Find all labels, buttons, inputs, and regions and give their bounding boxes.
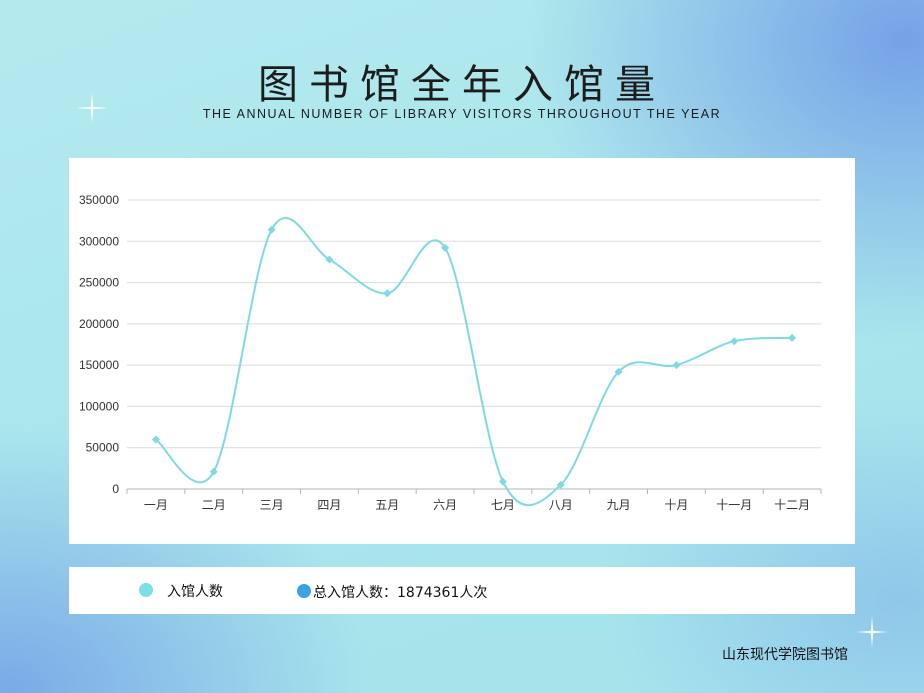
- data-point: [672, 361, 681, 370]
- data-point: [498, 477, 507, 486]
- data-point: [788, 333, 797, 342]
- chart-panel: 0 50000 100000 150000 200000 250000 300000 3500…: [69, 158, 855, 544]
- y-tick-label: 150000: [79, 358, 119, 372]
- y-tick-label: 250000: [79, 276, 119, 290]
- y-tick-label: 100000: [79, 399, 119, 413]
- series-legend-label: 入馆人数: [167, 584, 223, 600]
- legend-panel: 入馆人数 总入馆人数：1874361人次: [69, 567, 855, 614]
- x-tick-label: 九月: [607, 498, 631, 512]
- data-point: [614, 367, 623, 376]
- line-chart: 0 50000 100000 150000 200000 250000 300000 3500…: [79, 193, 822, 512]
- x-tick-label: 五月: [375, 498, 399, 512]
- page-subtitle: THE ANNUAL NUMBER OF LIBRARY VISITORS TH…: [202, 107, 722, 121]
- x-tick-label: 七月: [491, 498, 515, 512]
- data-point: [730, 337, 739, 346]
- data-point: [383, 289, 392, 298]
- x-tick-label: 三月: [260, 498, 284, 512]
- data-point: [441, 243, 450, 252]
- sparkle-icon: [856, 616, 888, 648]
- y-tick-label: 300000: [79, 234, 119, 248]
- y-tick-label: 0: [112, 482, 119, 496]
- total-visitors-label: 总入馆人数：1874361人次: [313, 585, 488, 601]
- sparkle-icon: [76, 92, 108, 124]
- x-tick-label: 十月: [664, 498, 688, 512]
- x-tick-label: 十二月: [774, 498, 810, 512]
- x-tick-label: 二月: [202, 498, 226, 512]
- x-tick-label: 十一月: [716, 498, 752, 512]
- x-tick-label: 一月: [144, 498, 168, 512]
- x-tick-label: 六月: [433, 498, 457, 512]
- x-tick-label: 四月: [317, 498, 341, 512]
- total-legend-swatch: [297, 584, 311, 598]
- data-point: [209, 467, 218, 476]
- series-legend-swatch: [139, 583, 153, 597]
- series-line: [155, 217, 793, 507]
- y-tick-label: 200000: [79, 317, 119, 331]
- y-tick-label: 350000: [79, 193, 119, 207]
- organization-name: 山东现代学院图书馆: [722, 647, 848, 663]
- page-title: 图书馆全年入馆量: [258, 62, 666, 108]
- data-point: [151, 435, 160, 444]
- data-point: [556, 480, 565, 489]
- x-tick-label: 八月: [549, 498, 573, 512]
- y-tick-label: 50000: [86, 441, 120, 455]
- data-point: [267, 225, 276, 234]
